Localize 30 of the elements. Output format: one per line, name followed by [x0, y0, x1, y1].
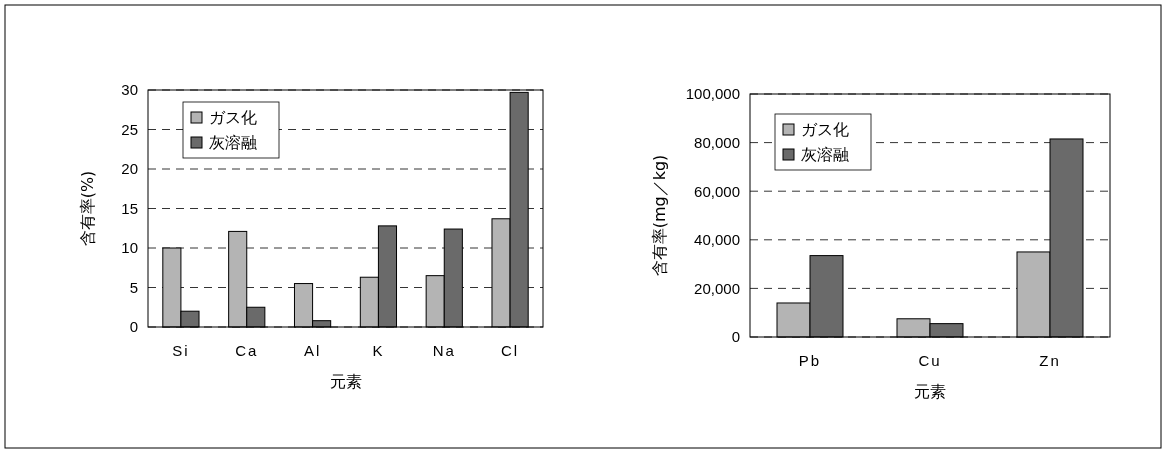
- x-tick-label: Cu: [918, 351, 942, 369]
- legend-label: 灰溶融: [801, 145, 849, 164]
- y-tick-label: 10: [121, 239, 138, 257]
- y-tick-label: 15: [121, 199, 138, 217]
- x-tick-label: Cl: [501, 341, 520, 359]
- y-tick-label: 100,000: [685, 85, 740, 103]
- x-tick-label: Na: [432, 341, 456, 359]
- y-tick-label: 0: [731, 328, 740, 346]
- x-axis-title: 元素: [914, 382, 946, 401]
- y-tick-label: 0: [129, 318, 138, 336]
- x-tick-label: Si: [172, 341, 190, 359]
- y-axis-title: 含有率(%): [78, 170, 97, 247]
- x-tick-label: Pb: [798, 351, 822, 369]
- y-tick-label: 60,000: [694, 182, 740, 200]
- x-tick-label: Al: [303, 341, 322, 359]
- y-tick-label: 20,000: [694, 279, 740, 297]
- legend-label: 灰溶融: [209, 133, 257, 152]
- x-tick-label: Zn: [1039, 351, 1061, 369]
- y-tick-label: 5: [129, 278, 138, 296]
- y-axis-title: 含有率(mg／kg): [650, 154, 669, 277]
- y-tick-label: 40,000: [694, 231, 740, 249]
- x-tick-label: K: [372, 341, 385, 359]
- y-tick-label: 25: [121, 120, 138, 138]
- y-tick-label: 20: [121, 160, 138, 178]
- x-axis-title: 元素: [329, 372, 362, 391]
- x-tick-label: Ca: [235, 341, 259, 359]
- legend-label: ガス化: [209, 108, 257, 127]
- legend-label: ガス化: [801, 120, 849, 139]
- y-tick-label: 80,000: [694, 133, 740, 151]
- y-tick-label: 30: [121, 81, 138, 99]
